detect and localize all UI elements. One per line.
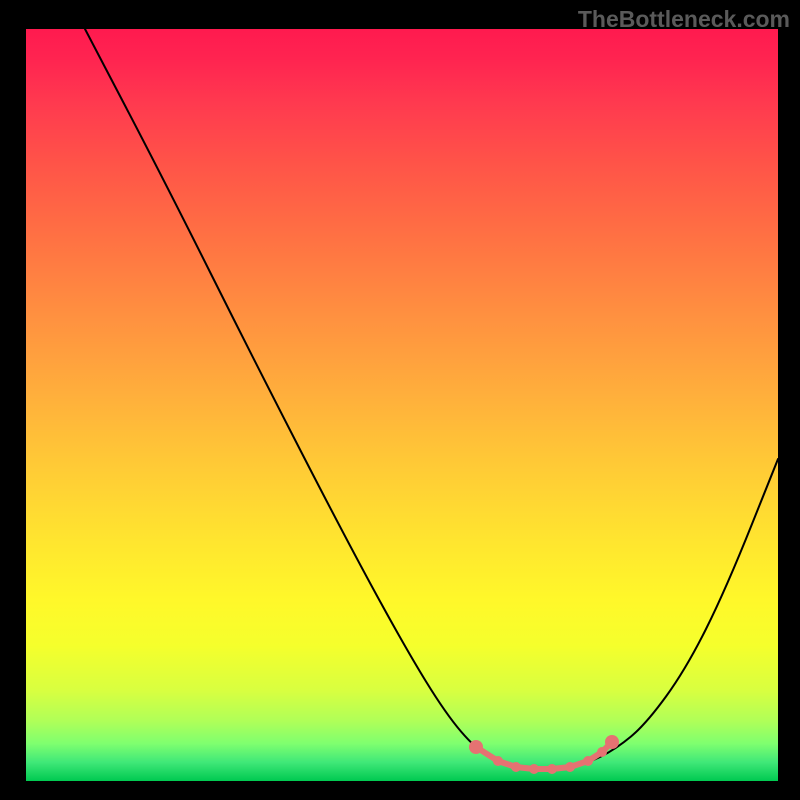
data-marker <box>583 756 593 766</box>
data-marker <box>529 764 539 774</box>
data-marker <box>547 764 557 774</box>
data-marker <box>511 762 521 772</box>
gradient-background <box>26 29 778 781</box>
data-marker <box>565 762 575 772</box>
data-marker-endpoint <box>605 735 619 749</box>
data-marker-endpoint <box>469 740 483 754</box>
data-marker <box>597 747 607 757</box>
plot-area <box>26 29 778 781</box>
chart-container: TheBottleneck.com <box>0 0 800 800</box>
chart-svg <box>26 29 778 781</box>
data-marker <box>493 756 503 766</box>
